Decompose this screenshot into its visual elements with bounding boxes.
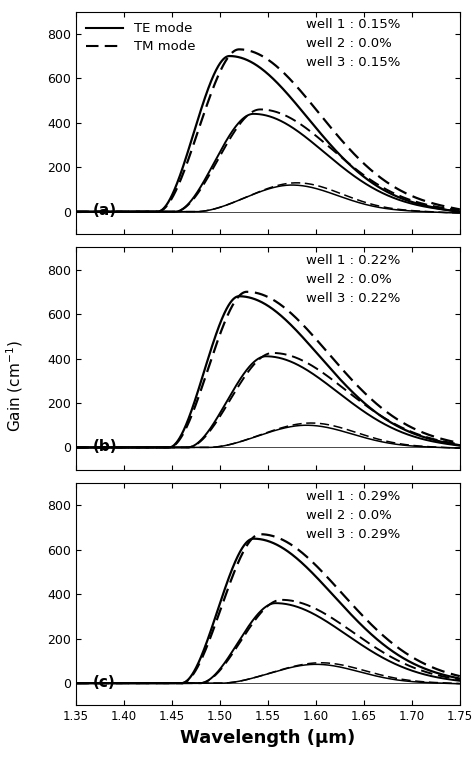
Text: Gain (cm$^{-1}$): Gain (cm$^{-1}$) — [5, 339, 26, 432]
Text: well 1 : 0.22%
well 2 : 0.0%
well 3 : 0.22%: well 1 : 0.22% well 2 : 0.0% well 3 : 0.… — [306, 254, 401, 305]
X-axis label: Wavelength (μm): Wavelength (μm) — [180, 729, 356, 747]
Text: (c): (c) — [93, 675, 116, 690]
Legend: TE mode, TM mode: TE mode, TM mode — [82, 19, 200, 57]
Text: (a): (a) — [93, 204, 117, 218]
Text: well 1 : 0.29%
well 2 : 0.0%
well 3 : 0.29%: well 1 : 0.29% well 2 : 0.0% well 3 : 0.… — [306, 490, 401, 540]
Text: well 1 : 0.15%
well 2 : 0.0%
well 3 : 0.15%: well 1 : 0.15% well 2 : 0.0% well 3 : 0.… — [306, 19, 401, 69]
Text: (b): (b) — [93, 439, 118, 454]
